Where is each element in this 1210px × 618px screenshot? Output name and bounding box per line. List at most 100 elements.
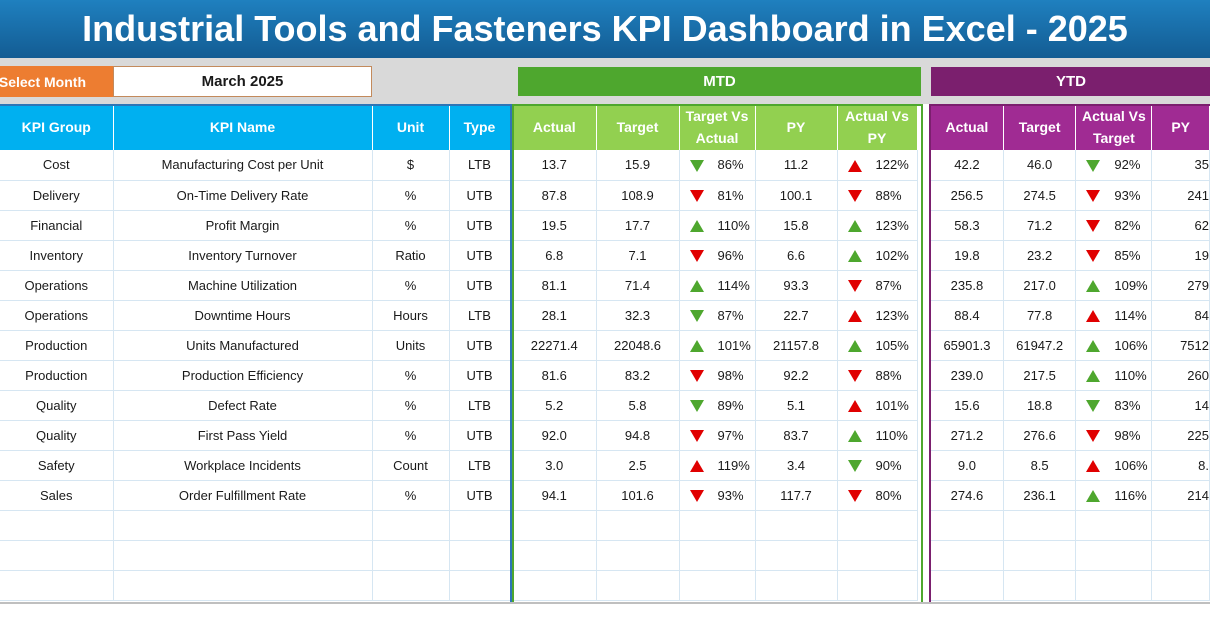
mtd-actual-cell: 92.0 <box>513 420 597 451</box>
mtd-header-2: Target Vs Actual <box>679 104 756 150</box>
empty-cell <box>596 570 680 601</box>
empty-cell <box>372 570 450 601</box>
type-cell: LTB <box>449 150 511 181</box>
ytd-target-cell: 217.5 <box>1003 360 1077 391</box>
empty-cell <box>1075 540 1153 571</box>
kpi-name-cell: Defect Rate <box>113 390 373 421</box>
type-cell: LTB <box>449 390 511 421</box>
unit-cell: Hours <box>372 300 450 331</box>
mtd-actual-cell: 19.5 <box>513 210 597 241</box>
mtd-py-cell: 93.3 <box>755 270 838 301</box>
table-row: 65901.3 61947.2 106% 7512 <box>931 330 1210 361</box>
kpi-name-cell: Manufacturing Cost per Unit <box>113 150 373 181</box>
mtd-target-vs-actual-cell-value: 89% <box>717 397 744 413</box>
mtd-actual-vs-py-cell-value: 110% <box>875 427 908 443</box>
table-row: 22271.4 22048.6 101% 21157.8 105% <box>513 330 918 361</box>
mtd-target-vs-actual-cell-value: 110% <box>717 217 750 233</box>
ytd-target-cell: 236.1 <box>1003 480 1077 511</box>
triangle-down-icon <box>689 400 704 413</box>
mtd-py-cell: 3.4 <box>755 450 838 481</box>
ytd-actual-vs-target-cell: 98% <box>1075 420 1153 451</box>
mtd-target-vs-actual-cell-value: 114% <box>717 277 750 293</box>
mtd-target-vs-actual-cell-value: 98% <box>717 367 744 383</box>
ytd-actual-vs-target-cell-value: 82% <box>1114 217 1141 233</box>
type-cell: UTB <box>449 240 511 271</box>
ytd-target-cell: 274.5 <box>1003 180 1077 211</box>
unit-cell: % <box>372 270 450 301</box>
empty-cell <box>1151 510 1210 541</box>
ytd-banner: YTD <box>931 67 1210 96</box>
ytd-actual-cell: 235.8 <box>931 270 1004 301</box>
mtd-py-cell: 117.7 <box>755 480 838 511</box>
mtd-target-vs-actual-cell: 114% <box>679 270 756 301</box>
ytd-target-cell: 8.5 <box>1003 450 1077 481</box>
ytd-target-cell: 61947.2 <box>1003 330 1077 361</box>
mtd-header-0: Actual <box>513 104 597 150</box>
empty-cell <box>755 570 838 601</box>
mtd-target-vs-actual-cell: 97% <box>679 420 756 451</box>
mtd-py-cell: 22.7 <box>755 300 838 331</box>
kpi-group-cell: Inventory <box>0 240 114 271</box>
ytd-actual-cell: 19.8 <box>931 240 1004 271</box>
mtd-banner: MTD <box>518 67 921 96</box>
ytd-actual-vs-target-cell-value: 106% <box>1114 337 1148 353</box>
empty-cell <box>931 570 1004 601</box>
mtd-target-cell: 71.4 <box>596 270 680 301</box>
empty-cell <box>513 570 597 601</box>
table-row: 3.0 2.5 119% 3.4 90% <box>513 450 918 481</box>
unit-cell: % <box>372 180 450 211</box>
unit-cell: % <box>372 360 450 391</box>
triangle-up-icon <box>847 250 862 263</box>
ytd-py-cell: 225 <box>1151 420 1210 451</box>
ytd-header-0: Actual <box>931 104 1004 150</box>
ytd-target-cell: 18.8 <box>1003 390 1077 421</box>
empty-cell <box>679 540 756 571</box>
triangle-down-icon <box>1086 400 1101 413</box>
empty-row <box>0 570 511 601</box>
table-row: 81.1 71.4 114% 93.3 87% <box>513 270 918 301</box>
triangle-down-icon <box>1086 159 1101 172</box>
kpi-group-cell: Production <box>0 360 114 391</box>
table-row: Delivery On-Time Delivery Rate% UTB <box>0 180 511 211</box>
table-row: Cost Manufacturing Cost per Unit $ LTB <box>0 150 511 181</box>
table-row: 58.3 71.2 82% 62 <box>931 210 1210 241</box>
mtd-py-cell: 92.2 <box>755 360 838 391</box>
triangle-down-icon <box>1086 220 1101 233</box>
ytd-actual-cell: 58.3 <box>931 210 1004 241</box>
type-cell: UTB <box>449 270 511 301</box>
mtd-actual-vs-py-cell-value: 88% <box>875 187 902 203</box>
triangle-up-icon <box>689 460 704 473</box>
ytd-actual-cell: 256.5 <box>931 180 1004 211</box>
kpi-name-cell: Downtime Hours <box>113 300 373 331</box>
table-row: 42.2 46.0 92% 35 <box>931 150 1210 181</box>
kpi-group-cell: Cost <box>0 150 114 181</box>
ytd-actual-vs-target-cell: 114% <box>1075 300 1153 331</box>
mtd-actual-vs-py-cell-value: 101% <box>875 397 909 413</box>
kpi-header-2: Unit <box>372 104 450 150</box>
mtd-target-cell: 5.8 <box>596 390 680 421</box>
empty-cell <box>837 510 918 541</box>
type-cell: UTB <box>449 180 511 211</box>
empty-cell <box>449 540 511 571</box>
table-row: 28.1 32.3 87% 22.7 123% <box>513 300 918 331</box>
table-row: Financial Profit Margin% UTB <box>0 210 511 241</box>
empty-row <box>513 540 918 571</box>
empty-cell <box>113 570 373 601</box>
kpi-header-0: KPI Group <box>0 104 114 150</box>
kpi-header-3: Type <box>449 104 511 150</box>
empty-cell <box>755 540 838 571</box>
empty-cell <box>1151 540 1210 571</box>
ytd-actual-cell: 271.2 <box>931 420 1004 451</box>
type-cell: UTB <box>449 210 511 241</box>
unit-cell: Ratio <box>372 240 450 271</box>
empty-cell <box>596 510 680 541</box>
mtd-actual-vs-py-cell: 123% <box>837 210 918 241</box>
table-row: Operations Machine Utilization% UTB <box>0 270 511 301</box>
mtd-target-cell: 94.8 <box>596 420 680 451</box>
mtd-target-cell: 108.9 <box>596 180 680 211</box>
mtd-actual-vs-py-cell: 87% <box>837 270 918 301</box>
mtd-actual-vs-py-cell: 110% <box>837 420 918 451</box>
month-select[interactable]: March 2025 <box>113 66 372 97</box>
mtd-target-vs-actual-cell-value: 86% <box>717 157 744 173</box>
table-row: 92.0 94.8 97% 83.7 110% <box>513 420 918 451</box>
